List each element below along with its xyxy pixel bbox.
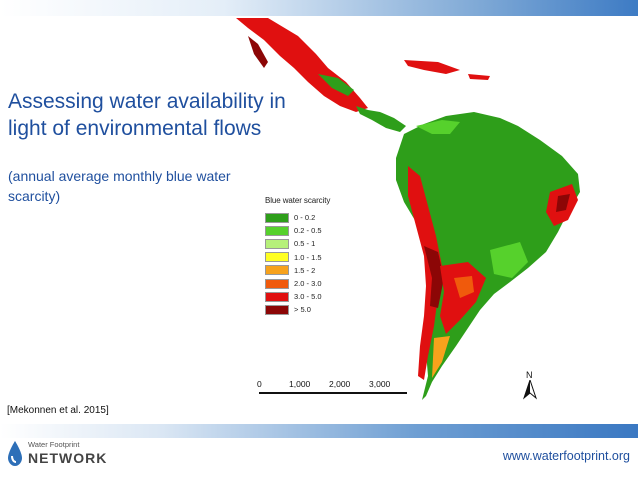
mexico-south-region (318, 74, 354, 96)
legend-item: 3.0 - 5.0 (265, 290, 385, 303)
mexico-region (236, 18, 368, 112)
legend-swatch (265, 238, 289, 249)
scale-tick: 2,000 (329, 379, 351, 389)
slide-subtitle: (annual average monthly blue water scarc… (8, 168, 231, 204)
legend-swatch (265, 212, 289, 223)
legend-swatch (265, 278, 289, 289)
logo-line1: Water Footprint (28, 440, 80, 449)
caribbean-islands (404, 60, 460, 74)
legend-label: 0 - 0.2 (294, 213, 316, 223)
legend-item: 1.5 - 2 (265, 264, 385, 277)
legend-label: 0.5 - 1 (294, 239, 316, 249)
water-footprint-logo: Water Footprint NETWORK (6, 438, 106, 470)
map-legend: Blue water scarcity 0 - 0.2 0.2 - 0.5 0.… (265, 196, 385, 317)
baja-region (248, 36, 268, 68)
water-drop-icon (8, 441, 22, 466)
website-url: www.waterfootprint.org (502, 449, 630, 463)
south-brazil-region (490, 242, 528, 278)
logo-line2: NETWORK (28, 450, 108, 466)
andes-region (408, 166, 442, 380)
caribbean-islands-east (468, 74, 490, 80)
central-america-region (356, 106, 406, 132)
legend-label: > 5.0 (294, 305, 311, 315)
argentina-region (440, 262, 486, 334)
northeast-brazil-dark (556, 194, 570, 212)
legend-item: 1.0 - 1.5 (265, 251, 385, 264)
legend-item: 2.0 - 3.0 (265, 277, 385, 290)
scale-tick: 0 (257, 379, 262, 389)
legend-swatch (265, 291, 289, 302)
scale-tick: 1,000 (289, 379, 311, 389)
legend-label: 0.2 - 0.5 (294, 226, 322, 236)
citation: [Mekonnen et al. 2015] (7, 405, 109, 416)
legend-swatch (265, 252, 289, 263)
legend-label: 2.0 - 3.0 (294, 279, 322, 289)
north-label: N (526, 370, 533, 380)
legend-item: > 5.0 (265, 303, 385, 316)
scale-tick: 3,000 (369, 379, 391, 389)
top-gradient-bar (0, 0, 638, 16)
north-coast-region (416, 120, 460, 134)
patagonia-region (432, 336, 450, 378)
argentina-orange (454, 276, 474, 298)
legend-swatch (265, 304, 289, 315)
north-arrow-icon (522, 380, 538, 400)
latin-america-map (236, 18, 580, 400)
legend-item: 0.2 - 0.5 (265, 224, 385, 237)
bottom-gradient-bar (0, 424, 638, 438)
legend-swatch (265, 225, 289, 236)
andes-dark-region (424, 246, 444, 308)
slide-title: Assessing water availability in light of… (8, 90, 286, 140)
scale-bar: 0 1,000 2,000 3,000 (255, 379, 415, 401)
scale-line (259, 392, 407, 394)
legend-item: 0.5 - 1 (265, 237, 385, 250)
south-america-region (396, 112, 580, 400)
legend-title: Blue water scarcity (265, 196, 331, 205)
legend-label: 1.0 - 1.5 (294, 252, 322, 262)
north-arrow: N (522, 370, 538, 400)
legend-label: 3.0 - 5.0 (294, 292, 322, 302)
legend-swatch (265, 265, 289, 276)
legend-label: 1.5 - 2 (294, 265, 316, 275)
legend-item: 0 - 0.2 (265, 211, 385, 224)
